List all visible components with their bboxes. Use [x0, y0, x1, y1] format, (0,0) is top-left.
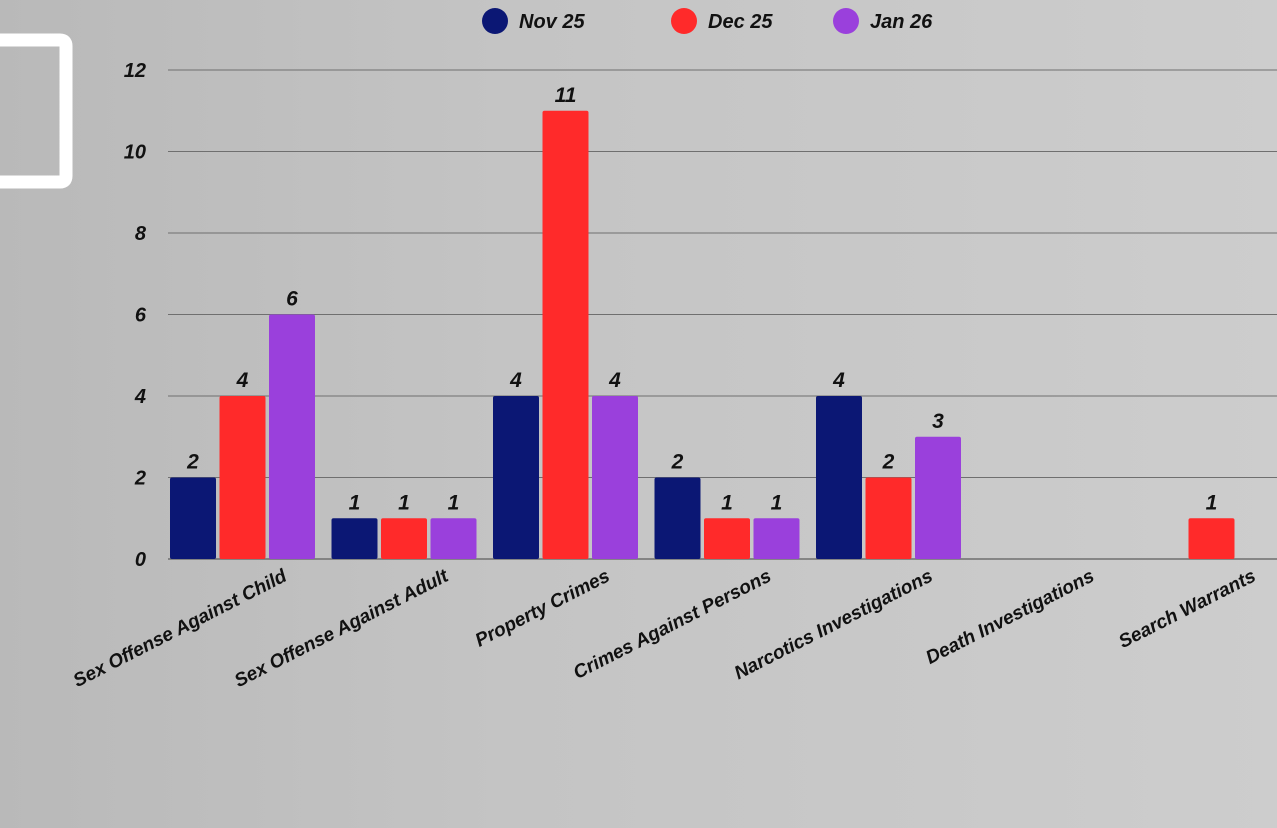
data-label: 4 [608, 369, 621, 392]
gridlines [168, 69, 1277, 560]
y-tick-label: 0 [135, 549, 146, 571]
y-axis: 0 2 4 6 8 10 12 [124, 60, 147, 571]
data-label: 1 [721, 491, 733, 514]
data-label: 6 [286, 288, 298, 311]
data-label: 2 [186, 451, 199, 474]
data-label: 3 [932, 410, 944, 433]
x-tick-label: Property Crimes [472, 566, 613, 652]
bar [654, 477, 701, 559]
data-label: 2 [882, 451, 895, 474]
bars [170, 110, 1235, 559]
data-label: 2 [671, 451, 684, 474]
legend: Nov 25 Dec 25 Jan 26 [482, 8, 933, 34]
data-label: 1 [398, 491, 410, 514]
bar [816, 396, 862, 559]
background-decoration [0, 33, 73, 189]
bar [542, 110, 589, 559]
data-label: 11 [555, 84, 577, 107]
bar [493, 396, 539, 559]
data-label: 1 [771, 491, 783, 514]
data-label: 4 [832, 369, 845, 392]
y-tick-label: 10 [124, 142, 146, 164]
y-tick-label: 6 [135, 305, 147, 327]
data-label: 1 [1206, 491, 1218, 514]
legend-label: Jan 26 [870, 11, 933, 33]
legend-label: Dec 25 [708, 11, 773, 33]
bar [381, 518, 427, 559]
x-tick-label: Death Investigations [923, 566, 1098, 669]
y-tick-label: 12 [124, 60, 146, 82]
bar [592, 396, 638, 559]
bar [331, 518, 378, 559]
bar [753, 518, 800, 559]
x-tick-label: Search Warrants [1115, 566, 1259, 653]
bar [915, 436, 961, 559]
y-tick-label: 8 [135, 223, 147, 245]
legend-label: Nov 25 [519, 11, 585, 33]
bar [1188, 518, 1235, 559]
y-tick-label: 4 [134, 386, 146, 408]
data-label: 1 [448, 491, 460, 514]
bar [269, 314, 315, 559]
data-label: 1 [349, 491, 361, 514]
legend-swatch [482, 8, 508, 34]
decorative-bracket-shape [0, 33, 73, 189]
bar [170, 477, 216, 559]
data-label: 4 [236, 369, 249, 392]
bar [865, 477, 912, 559]
bar [704, 518, 750, 559]
y-tick-label: 2 [134, 468, 146, 490]
legend-swatch [671, 8, 697, 34]
data-label: 4 [509, 369, 522, 392]
bar [430, 518, 477, 559]
bar [219, 396, 266, 559]
legend-swatch [833, 8, 859, 34]
